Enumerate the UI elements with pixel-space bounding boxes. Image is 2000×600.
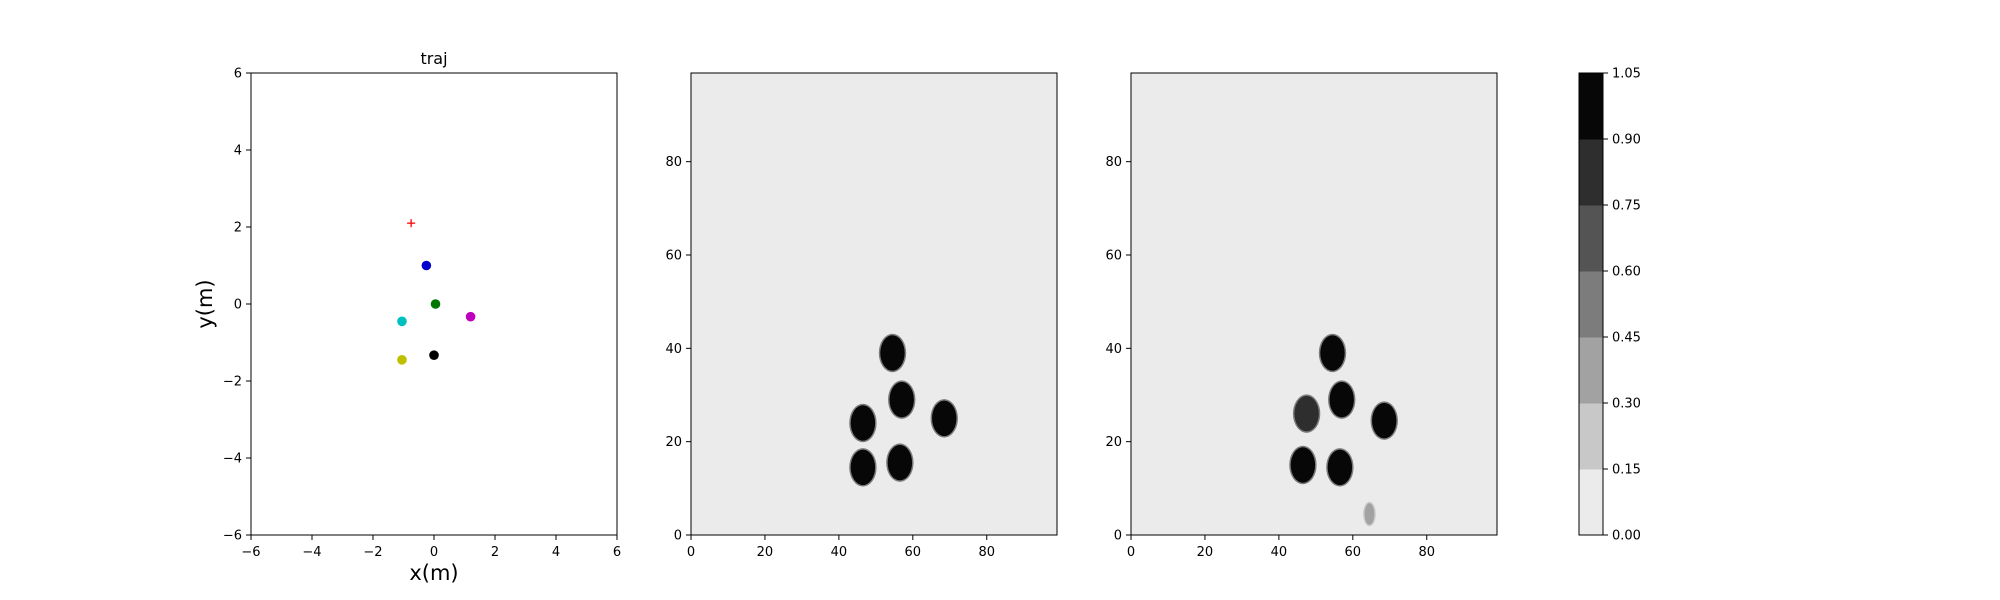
traj-xtick-label-2: −2: [363, 545, 382, 560]
heatmap-1-xtick-label-3: 60: [905, 545, 922, 560]
heatmap-1-xtick-label-2: 40: [831, 545, 848, 560]
heatmap-2-frame: [1130, 72, 1498, 536]
colorbar-tick-label-6: 0.90: [1612, 133, 1641, 148]
traj-ytick-label-4: 2: [234, 221, 242, 236]
traj-panel: traj −6 −4 −2 0 2 4 6 −6 −4 −2 0 2 4 6 x(m) y(m): [193, 49, 621, 585]
heatmap-2-ytick-label-0: 0: [1114, 529, 1122, 544]
heatmap-1-xtick-label-1: 20: [757, 545, 774, 560]
heatmap-panel-2: 0 20 40 60 80 0 20 40 60 80: [1105, 72, 1498, 560]
traj-xtick-label-6: 6: [613, 545, 621, 560]
traj-ticks: −6 −4 −2 0 2 4 6 −6 −4 −2 0 2 4 6: [223, 67, 621, 561]
heatmap-1-frame: [690, 72, 1058, 536]
goal-marker: [407, 219, 416, 228]
colorbar-tick-label-0: 0.00: [1612, 529, 1641, 544]
colorbar-bands: [1579, 73, 1603, 536]
heatmap-1-xtick-label-4: 80: [978, 545, 995, 560]
agent-point-5: [397, 355, 407, 365]
heatmap-2-blob-5: [1326, 448, 1354, 487]
traj-points: [397, 219, 476, 365]
heatmap-1-ticks: 0 20 40 60 80 0 20 40 60 80: [665, 155, 995, 560]
traj-xtick-label-3: 0: [430, 545, 438, 560]
colorbar-tick-label-2: 0.30: [1612, 397, 1641, 412]
traj-ytick-label-0: −6: [223, 529, 242, 544]
heatmap-1-ytick-label-4: 80: [665, 155, 682, 170]
agent-point-2: [465, 311, 476, 322]
colorbar-tick-label-3: 0.45: [1612, 331, 1641, 346]
heatmap-1-blob-2: [930, 399, 958, 438]
heatmap-2-blob-2: [1370, 401, 1398, 440]
colorbar-band-5: [1579, 139, 1603, 206]
heatmap-2-xtick-label-0: 0: [1127, 545, 1135, 560]
traj-xtick-label-1: −4: [302, 545, 321, 560]
heatmap-2-blob-4: [1289, 445, 1317, 485]
heatmap-2-blobs: [1289, 333, 1398, 527]
heatmap-2-ytick-label-4: 80: [1105, 155, 1122, 170]
heatmap-2-xtick-label-2: 40: [1271, 545, 1288, 560]
colorbar-band-3: [1579, 271, 1603, 338]
heatmap-1-ytick-label-1: 20: [665, 435, 682, 450]
heatmap-2-blob-3: [1292, 394, 1321, 433]
heatmap-1-xtick-label-0: 0: [687, 545, 695, 560]
heatmap-1-blob-5: [886, 443, 914, 482]
colorbar-frame: [1578, 72, 1604, 536]
heatmap-2-blob-0: [1318, 333, 1347, 373]
heatmap-1-blobs: [849, 333, 958, 487]
heatmap-panel-1: 0 20 40 60 80 0 20 40 60 80: [665, 72, 1058, 560]
heatmap-1-ytick-label-0: 0: [674, 529, 682, 544]
heatmap-2-ticks: 0 20 40 60 80 0 20 40 60 80: [1105, 155, 1435, 560]
colorbar: 0.00 0.15 0.30 0.45 0.60 0.75 0.90 1.05: [1578, 67, 1641, 544]
heatmap-1-blob-0: [878, 333, 907, 373]
heatmap-1-ytick-label-2: 40: [665, 342, 682, 357]
heatmap-2-ytick-label-2: 40: [1105, 342, 1122, 357]
traj-ylabel: y(m): [193, 279, 217, 328]
colorbar-tick-label-4: 0.60: [1612, 265, 1641, 280]
colorbar-band-1: [1579, 403, 1603, 470]
traj-ytick-label-6: 6: [234, 67, 242, 82]
traj-xtick-label-0: −6: [241, 545, 260, 560]
agent-point-0: [421, 260, 432, 271]
colorbar-band-6: [1579, 73, 1603, 140]
heatmap-2-ytick-label-1: 20: [1105, 435, 1122, 450]
heatmap-2-blob-1: [1328, 380, 1356, 419]
traj-ytick-label-5: 4: [234, 144, 242, 159]
colorbar-tick-label-7: 1.05: [1612, 67, 1641, 82]
colorbar-ticks: 0.00 0.15 0.30 0.45 0.60 0.75 0.90 1.05: [1603, 67, 1641, 544]
heatmap-1-blob-1: [888, 380, 916, 419]
traj-xtick-label-5: 4: [552, 545, 560, 560]
traj-ytick-label-1: −4: [223, 452, 242, 467]
colorbar-band-4: [1579, 205, 1603, 272]
traj-xtick-label-4: 2: [491, 545, 499, 560]
heatmap-2-blob-6: [1363, 501, 1376, 527]
agent-point-4: [429, 350, 439, 361]
colorbar-band-0: [1579, 469, 1603, 536]
agent-point-3: [397, 316, 407, 327]
traj-title: traj: [420, 49, 447, 68]
colorbar-band-2: [1579, 337, 1603, 404]
heatmap-1-blob-3: [849, 403, 877, 443]
heatmap-2-xtick-label-3: 60: [1345, 545, 1362, 560]
agent-point-1: [430, 299, 441, 309]
colorbar-tick-label-1: 0.15: [1612, 463, 1641, 478]
traj-ytick-label-2: −2: [223, 375, 242, 390]
heatmap-2-xtick-label-4: 80: [1418, 545, 1435, 560]
traj-xlabel: x(m): [409, 561, 458, 585]
traj-ytick-label-3: 0: [234, 298, 242, 313]
colorbar-tick-label-5: 0.75: [1612, 199, 1641, 214]
heatmap-2-xtick-label-1: 20: [1197, 545, 1214, 560]
heatmap-1-ytick-label-3: 60: [665, 249, 682, 264]
heatmap-2-ytick-label-3: 60: [1105, 249, 1122, 264]
heatmap-1-blob-4: [849, 448, 877, 487]
